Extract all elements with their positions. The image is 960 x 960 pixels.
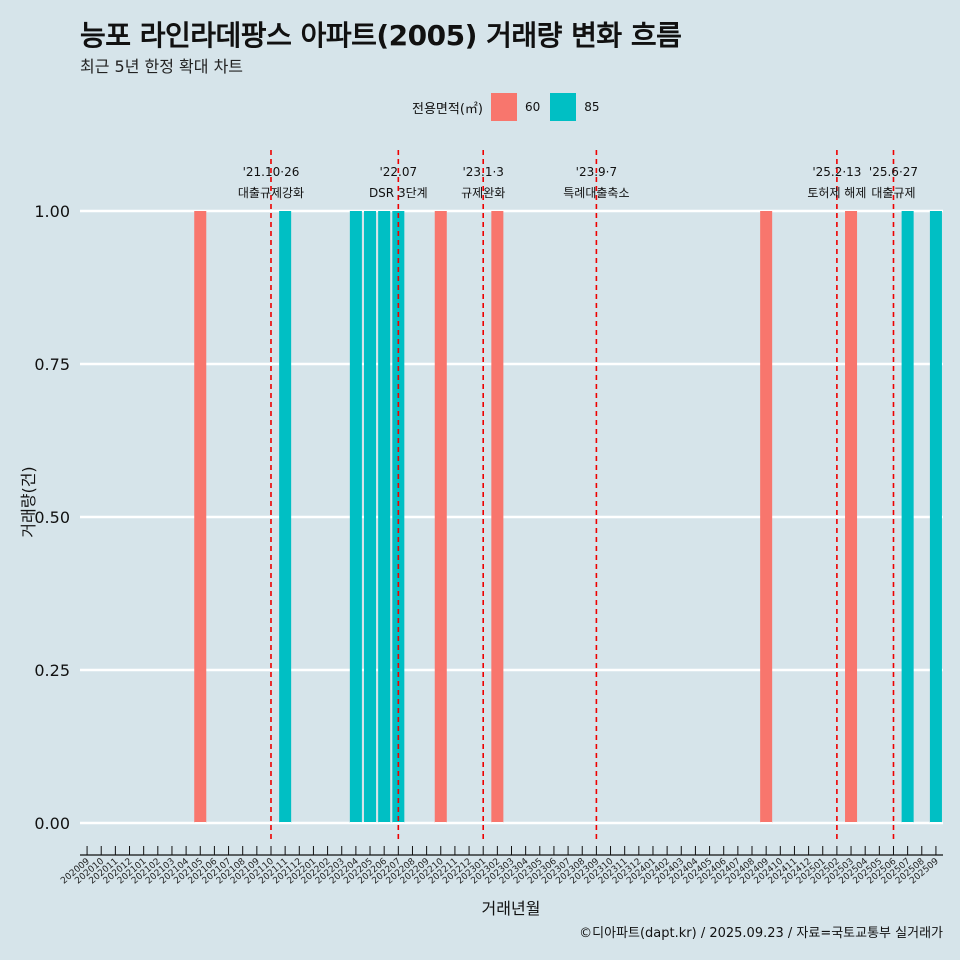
y-tick-label: 0.75 — [34, 355, 70, 374]
legend-swatch-85 — [550, 93, 577, 121]
legend-swatch-60 — [490, 93, 517, 121]
event-label: 규제완화 — [461, 186, 505, 200]
legend-item-60: 60 — [490, 93, 541, 121]
legend-title: 전용면적(㎡) — [412, 101, 483, 117]
event-label: DSR 3단계 — [369, 186, 428, 200]
chart-caption: ©디아파트(dapt.kr) / 2025.09.23 / 자료=국토교통부 실… — [579, 926, 943, 941]
y-tick-label: 0.00 — [34, 814, 70, 833]
bar — [491, 211, 504, 823]
bar — [279, 211, 292, 823]
bar — [845, 211, 858, 823]
event-date: '25.2·13 — [812, 165, 861, 179]
y-axis-title: 거래량(건) — [19, 466, 38, 537]
event-date: '25.6·27 — [869, 165, 918, 179]
y-tick-label: 0.50 — [34, 508, 70, 527]
bar — [929, 211, 942, 823]
chart-title: 능포 라인라데팡스 아파트(2005) 거래량 변화 흐름 — [80, 19, 682, 52]
event-date: '23.9·7 — [576, 165, 617, 179]
bar — [760, 211, 773, 823]
event-date: '21.10·26 — [243, 165, 300, 179]
bar — [364, 211, 377, 823]
event-label: 대출규제강화 — [238, 186, 304, 200]
bar — [194, 211, 207, 823]
event-date: '23.1·3 — [462, 165, 503, 179]
event-date: '22.07 — [379, 165, 417, 179]
x-axis-title: 거래년월 — [482, 899, 541, 918]
event-label: 특례대출축소 — [563, 186, 629, 200]
y-tick-label: 1.00 — [34, 202, 70, 221]
event-label: 대출규제 — [871, 186, 915, 200]
bar — [392, 211, 405, 823]
bar — [349, 211, 362, 823]
chart-subtitle: 최근 5년 한정 확대 차트 — [80, 57, 244, 76]
event-label: 토허제 해제 — [807, 186, 866, 200]
y-tick-label: 0.25 — [34, 661, 70, 680]
legend-label-60: 60 — [524, 100, 541, 114]
legend-label-85: 85 — [584, 100, 600, 114]
bar — [434, 211, 447, 823]
bar — [378, 211, 391, 823]
legend-item-85: 85 — [550, 93, 600, 121]
legend: 전용면적(㎡) 60 85 — [412, 92, 610, 122]
bar — [901, 211, 914, 823]
